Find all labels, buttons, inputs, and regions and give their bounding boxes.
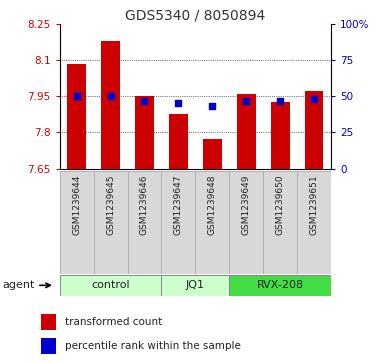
Bar: [60, 275, 161, 296]
Text: transformed count: transformed count: [65, 317, 162, 327]
Bar: [271, 102, 290, 169]
Text: GSM1239647: GSM1239647: [174, 175, 183, 235]
Bar: [60, 171, 94, 274]
Bar: [297, 171, 331, 274]
Bar: [161, 275, 229, 296]
Bar: [203, 139, 222, 169]
Text: GSM1239646: GSM1239646: [140, 175, 149, 235]
Text: GSM1239648: GSM1239648: [208, 175, 217, 235]
Text: GSM1239650: GSM1239650: [276, 175, 285, 235]
Bar: [135, 96, 154, 169]
Text: control: control: [91, 280, 130, 290]
Point: [107, 93, 114, 99]
Bar: [127, 171, 161, 274]
Point: [141, 98, 147, 103]
Title: GDS5340 / 8050894: GDS5340 / 8050894: [125, 8, 266, 23]
Bar: [305, 91, 323, 169]
Text: JQ1: JQ1: [186, 280, 205, 290]
Text: GSM1239649: GSM1239649: [242, 175, 251, 235]
Bar: [161, 171, 195, 274]
Bar: [263, 171, 297, 274]
Bar: [169, 114, 188, 169]
Point: [311, 96, 317, 102]
Bar: [41, 338, 56, 354]
Bar: [67, 64, 86, 169]
Bar: [237, 94, 256, 169]
Bar: [41, 314, 56, 330]
Bar: [101, 41, 120, 169]
Bar: [94, 171, 127, 274]
Point: [243, 98, 249, 103]
Point: [209, 103, 216, 109]
Point: [74, 93, 80, 99]
Point: [277, 98, 283, 103]
Text: GSM1239645: GSM1239645: [106, 175, 115, 235]
Bar: [195, 171, 229, 274]
Text: GSM1239651: GSM1239651: [310, 175, 319, 235]
Text: percentile rank within the sample: percentile rank within the sample: [65, 341, 241, 351]
Text: RVX-208: RVX-208: [257, 280, 304, 290]
Text: GSM1239644: GSM1239644: [72, 175, 81, 235]
Text: agent: agent: [2, 280, 35, 290]
Bar: [229, 275, 331, 296]
Bar: [229, 171, 263, 274]
Point: [175, 101, 181, 106]
